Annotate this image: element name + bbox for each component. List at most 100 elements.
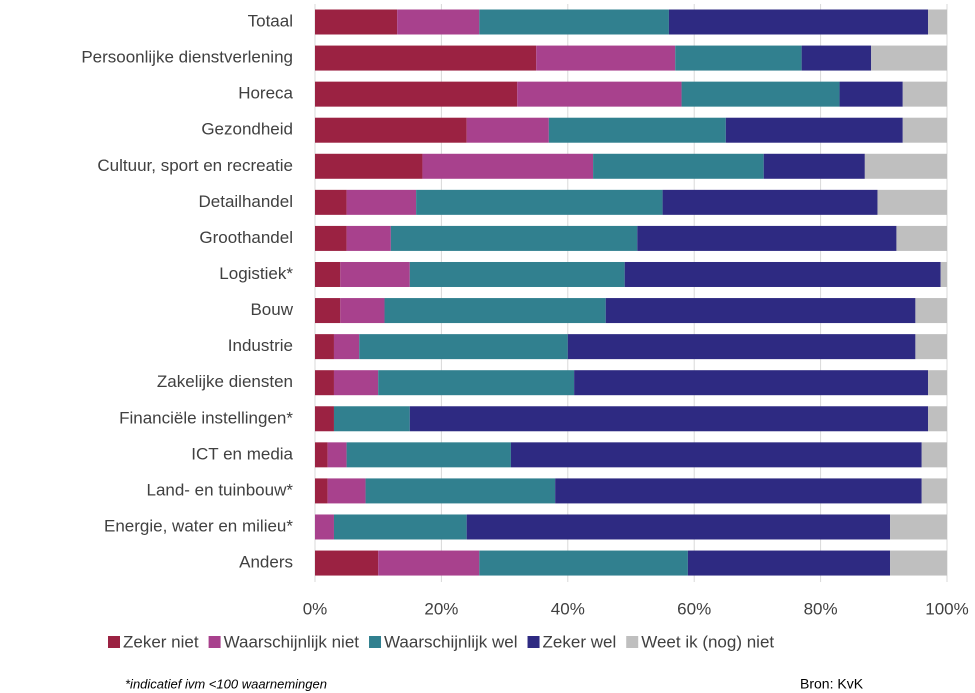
legend-swatch — [626, 636, 639, 648]
y-tick-label: Zakelijke diensten — [157, 372, 293, 391]
bar-segment — [333, 406, 410, 432]
bar-segment — [555, 478, 922, 504]
bar-segment — [687, 550, 891, 576]
source: Bron: KvK — [800, 676, 864, 692]
bar-segment — [346, 189, 417, 215]
bar-segment — [921, 478, 947, 504]
bar-segment — [548, 117, 726, 143]
bar-segment — [871, 45, 947, 71]
bar-segment — [378, 370, 575, 396]
y-tick-label: Persoonlijke dienstverlening — [81, 48, 293, 67]
bar-segment — [466, 514, 891, 540]
bar-segment — [315, 334, 334, 360]
bar-segment — [479, 550, 688, 576]
bar-segment — [340, 261, 410, 287]
bar-segment — [315, 550, 379, 576]
bar-segment — [839, 81, 903, 107]
bar-segment — [359, 334, 568, 360]
bar-segment — [378, 550, 480, 576]
bar-segment — [466, 117, 549, 143]
x-tick-label: 60% — [677, 599, 711, 618]
legend-label: Weet ik (nog) niet — [641, 632, 774, 651]
legend-label: Waarschijnlijk wel — [384, 632, 518, 651]
y-tick-label: Gezondheid — [201, 120, 293, 139]
legend-label: Zeker niet — [123, 632, 199, 651]
x-tick-label: 100% — [925, 599, 968, 618]
bar-segment — [315, 406, 334, 432]
bar-segment — [940, 261, 947, 287]
bar-segment — [902, 81, 947, 107]
bar-segment — [864, 153, 947, 179]
bar-segment — [763, 153, 865, 179]
bar-segment — [915, 334, 947, 360]
bar-segment — [928, 9, 947, 35]
bar-segment — [517, 81, 682, 107]
x-tick-label: 40% — [551, 599, 585, 618]
bar-segment — [416, 189, 663, 215]
bar-segment — [390, 225, 638, 251]
bar-segment — [928, 406, 947, 432]
y-tick-label: Horeca — [238, 84, 293, 103]
legend-swatch — [108, 636, 120, 648]
bar-segment — [333, 514, 467, 540]
bar-segment — [327, 442, 347, 468]
bar-segment — [315, 298, 341, 324]
bar-segment — [479, 9, 669, 35]
y-tick-label: Energie, water en milieu* — [104, 516, 293, 535]
y-tick-label: Detailhandel — [198, 192, 293, 211]
y-tick-label: Industrie — [228, 336, 293, 355]
y-tick-label: Groothandel — [199, 228, 293, 247]
bar-segment — [333, 370, 379, 396]
bar-segment — [365, 478, 556, 504]
bar-segment — [896, 225, 947, 251]
bar-segment — [877, 189, 947, 215]
bar-segment — [315, 45, 537, 71]
bar-segment — [510, 442, 922, 468]
bar-segment — [422, 153, 594, 179]
bar-segment — [315, 189, 347, 215]
bar-segment — [346, 225, 391, 251]
bar-segment — [315, 9, 398, 35]
bar-segment — [315, 153, 423, 179]
bar-segment — [315, 478, 328, 504]
y-tick-label: ICT en media — [191, 444, 293, 463]
bar-segment — [340, 298, 385, 324]
bar-segment — [637, 225, 897, 251]
bar-segment — [333, 334, 360, 360]
bar-segment — [928, 370, 947, 396]
footnote: *indicatief ivm <100 waarnemingen — [125, 676, 327, 691]
legend-swatch — [369, 636, 382, 648]
bar-segment — [801, 45, 872, 71]
bar-segment — [315, 370, 334, 396]
bar-segment — [315, 117, 467, 143]
bar-segment — [662, 189, 878, 215]
bar-segment — [605, 298, 916, 324]
bar-segment — [315, 225, 347, 251]
y-tick-label: Bouw — [250, 300, 293, 319]
bar-segment — [725, 117, 903, 143]
y-tick-label: Totaal — [248, 11, 293, 30]
bar-segment — [681, 81, 840, 107]
y-tick-label: Anders — [239, 553, 293, 572]
legend-swatch — [208, 636, 221, 648]
x-tick-label: 0% — [303, 599, 328, 618]
bar-segment — [902, 117, 947, 143]
x-tick-label: 80% — [804, 599, 838, 618]
bar-segment — [567, 334, 916, 360]
bar-segment — [384, 298, 606, 324]
bar-segment — [315, 442, 328, 468]
y-tick-label: Land- en tuinbouw* — [146, 480, 293, 499]
y-tick-label: Logistiek* — [219, 264, 293, 283]
bar-segment — [890, 514, 947, 540]
bar-segment — [675, 45, 802, 71]
legend-swatch — [527, 636, 540, 648]
y-tick-label: Financiële instellingen* — [119, 408, 293, 427]
bar-segment — [409, 406, 929, 432]
bar-segment — [315, 514, 334, 540]
bar-segment — [668, 9, 929, 35]
bar-segment — [315, 261, 341, 287]
legend-label: Zeker wel — [543, 632, 617, 651]
bar-segment — [346, 442, 511, 468]
x-tick-label: 20% — [424, 599, 458, 618]
